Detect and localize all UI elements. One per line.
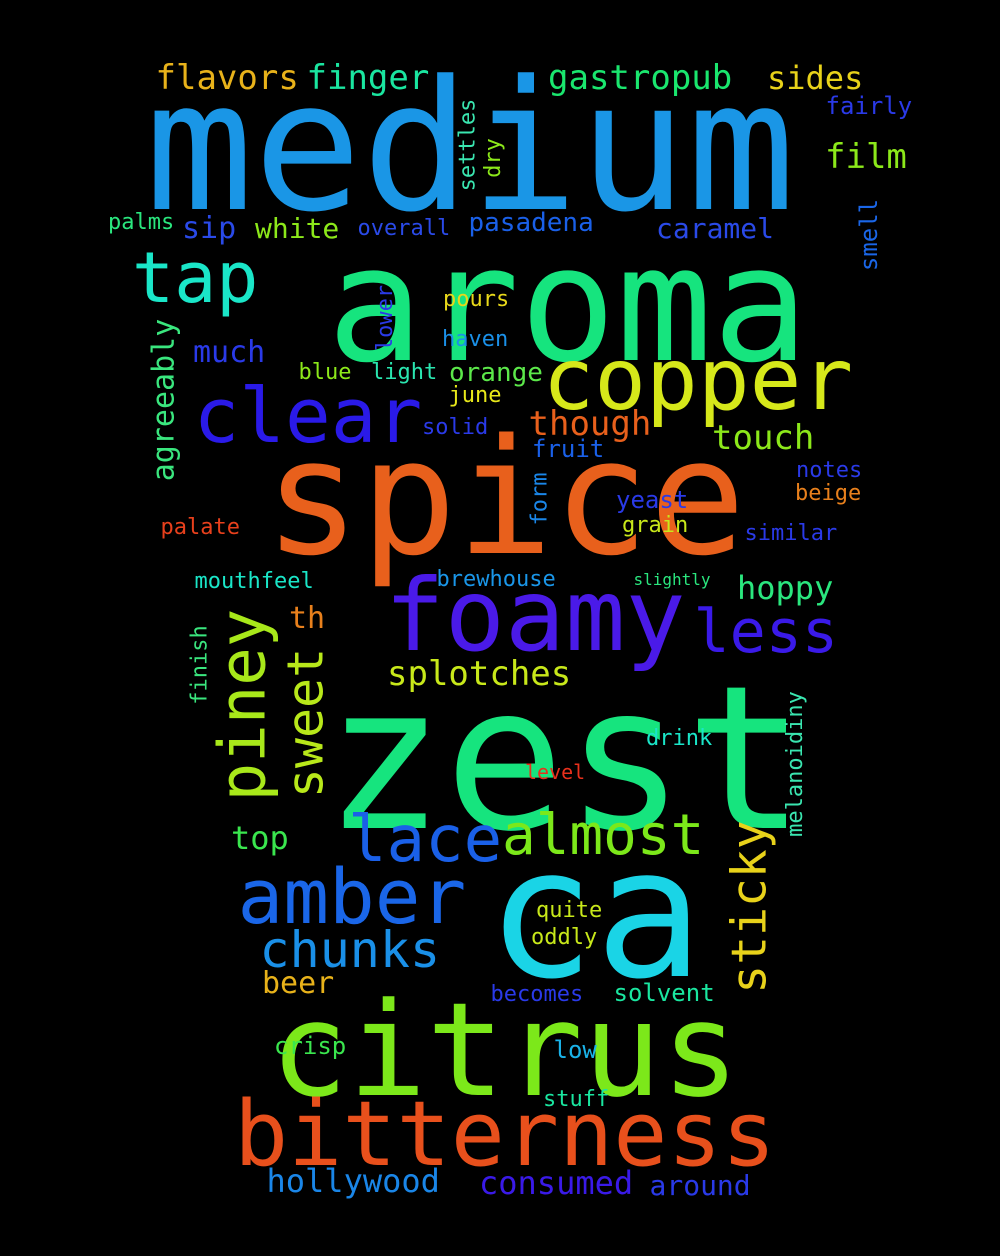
word-form: form (526, 472, 552, 526)
word-sides: sides (767, 59, 864, 97)
word-consumed: consumed (479, 1164, 634, 1202)
word-sip: sip (182, 211, 237, 246)
word-similar: similar (744, 521, 838, 546)
word-dry: dry (480, 138, 506, 178)
word-clear: clear (193, 371, 423, 460)
word-copper: copper (542, 330, 854, 430)
word-low: low (553, 1036, 597, 1064)
word-smell: smell (855, 198, 884, 272)
word-much: much (193, 335, 266, 370)
word-haven: haven (442, 327, 509, 352)
word-gastropub: gastropub (548, 58, 733, 98)
word-stuff: stuff (543, 1087, 610, 1112)
word-solid: solid (422, 415, 489, 440)
word-touch: touch (712, 418, 815, 458)
word-less: less (693, 597, 839, 667)
word-piney: piney (205, 608, 280, 802)
word-quite: quite (536, 898, 603, 923)
word-light: light (371, 360, 438, 385)
word-almost: almost (502, 803, 705, 868)
word-ca: ca (486, 810, 704, 1019)
word-top: top (231, 819, 289, 857)
word-lower: lower (373, 284, 399, 352)
word-pours: pours (443, 287, 510, 312)
word-hollywood: hollywood (266, 1162, 440, 1200)
word-around: around (649, 1169, 751, 1202)
word-amber: amber (237, 852, 467, 941)
word-notes: notes (796, 458, 863, 483)
word-white: white (255, 212, 340, 245)
word-splotches: splotches (387, 654, 572, 694)
word-oddly: oddly (531, 925, 598, 950)
word-flavors: flavors (155, 58, 299, 98)
word-sweet: sweet (275, 647, 334, 799)
word-finger: finger (306, 58, 430, 98)
word-hoppy: hoppy (737, 569, 834, 607)
word-film: film (825, 137, 907, 177)
word-sticky: sticky (721, 820, 778, 994)
word-citrus: citrus (270, 974, 740, 1126)
word-pasadena: pasadena (468, 208, 594, 238)
word-tap: tap (132, 237, 259, 319)
word-settles: settles (454, 98, 480, 192)
word-zest: zest (324, 643, 806, 876)
word-though: though (528, 404, 652, 444)
word-fruit: fruit (532, 435, 605, 463)
word-level: level (525, 760, 586, 784)
word-beer: beer (262, 966, 335, 1001)
word-finish: finish (187, 625, 213, 705)
word-th: th (289, 601, 326, 636)
word-blue: blue (298, 360, 352, 385)
word-overall: overall (357, 216, 451, 241)
word-foamy: foamy (384, 557, 686, 674)
word-palms: palms (108, 210, 175, 235)
word-bitterness: bitterness (234, 1082, 776, 1187)
word-spice: spice (264, 404, 746, 591)
word-caramel: caramel (656, 212, 775, 245)
word-chunks: chunks (259, 921, 441, 979)
word-mouthfeel: mouthfeel (194, 569, 314, 594)
word-melanoidiny: melanoidiny (782, 691, 808, 837)
word-june: june (448, 383, 502, 408)
word-crisp: crisp (274, 1032, 347, 1060)
word-palate: palate (160, 515, 240, 540)
word-beige: beige (795, 481, 862, 506)
word-fairly: fairly (825, 92, 913, 120)
word-lace: lace (348, 803, 503, 877)
word-becomes: becomes (490, 982, 584, 1007)
word-slightly: slightly (633, 570, 711, 589)
word-agreeably: agreeably (145, 318, 181, 482)
word-drink: drink (646, 726, 713, 751)
word-medium: medium (145, 43, 796, 252)
word-yeast: yeast (616, 486, 689, 514)
word-orange: orange (449, 358, 543, 388)
word-grain: grain (622, 513, 689, 538)
word-aroma: aroma (327, 211, 809, 398)
word-brewhouse: brewhouse (436, 567, 556, 592)
word-solvent: solvent (613, 979, 715, 1007)
